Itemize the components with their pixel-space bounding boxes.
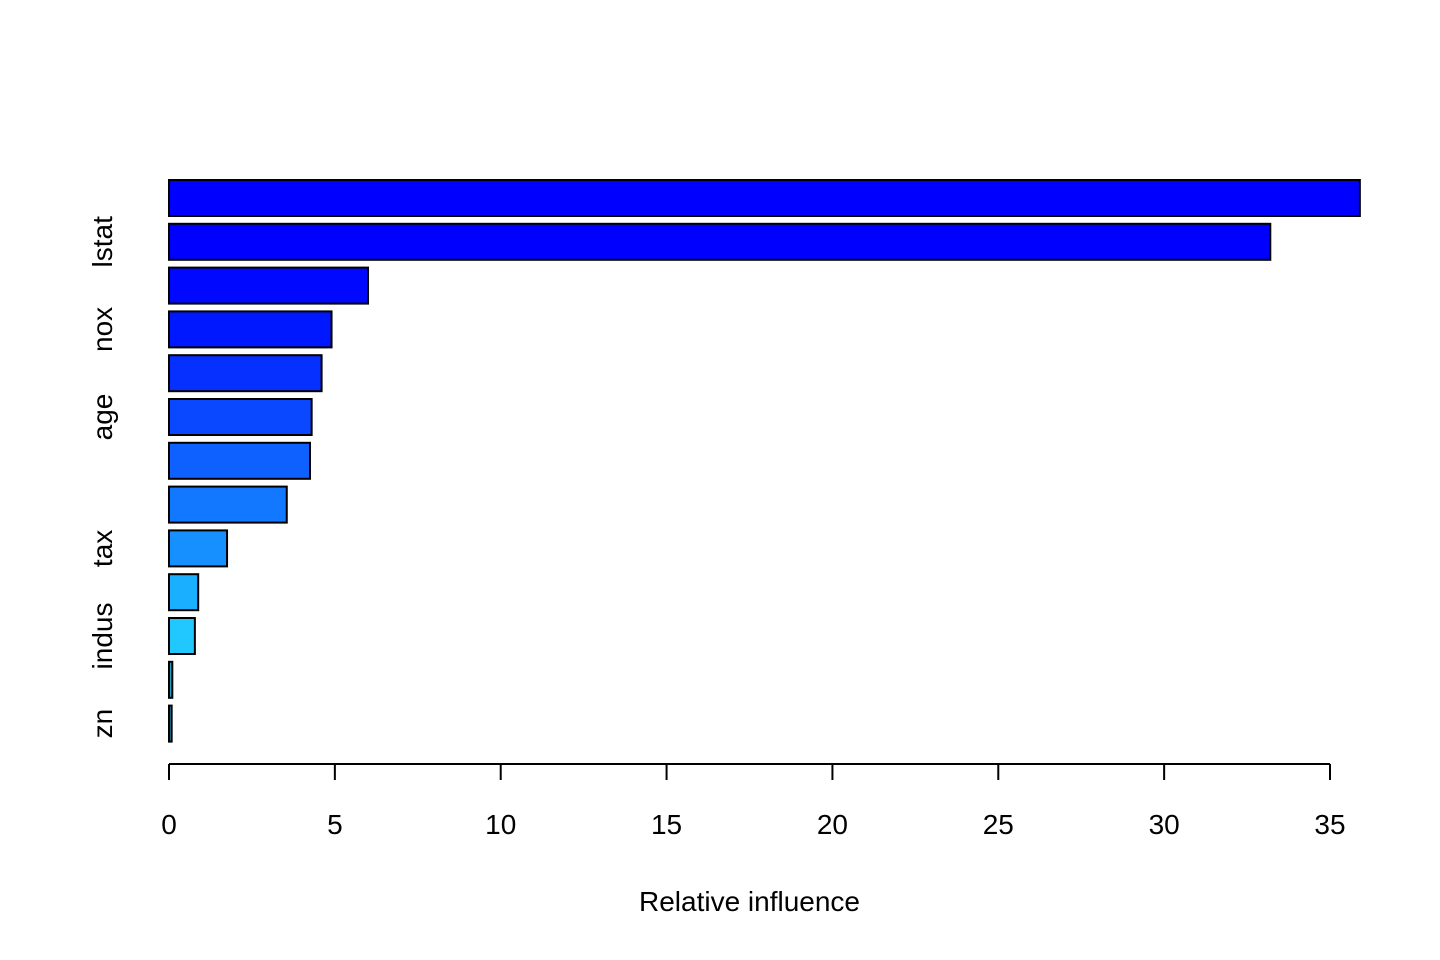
x-ticks-group: 0 5 10 15 20 25 30 35 <box>161 764 1346 840</box>
x-tick-label-5: 5 <box>327 809 343 840</box>
x-tick-label-10: 10 <box>485 809 516 840</box>
x-tick-label-0: 0 <box>161 809 177 840</box>
bar-labels-group: lstat nox age tax indus zn <box>87 216 118 738</box>
x-tick-label-20: 20 <box>817 809 848 840</box>
bar-label-lstat: lstat <box>87 216 118 268</box>
x-axis: 0 5 10 15 20 25 30 35 <box>161 763 1346 840</box>
bar-indus <box>168 617 196 655</box>
bar-age <box>168 398 313 436</box>
bar-label-tax: tax <box>87 530 118 567</box>
bar-unlabeled-0 <box>168 179 1361 217</box>
x-tick-label-15: 15 <box>651 809 682 840</box>
bar-label-nox: nox <box>87 307 118 352</box>
bar-unlabeled-11 <box>168 660 174 699</box>
bar-label-indus: indus <box>87 603 118 670</box>
bar-unlabeled-7 <box>168 485 288 524</box>
bar-label-age: age <box>87 394 118 441</box>
bar-zn <box>168 704 173 743</box>
bar-unlabeled-9 <box>168 573 200 612</box>
bar-unlabeled-2 <box>168 266 370 305</box>
x-tick-label-25: 25 <box>983 809 1014 840</box>
bar-label-zn: zn <box>87 709 118 739</box>
bar-nox <box>168 310 333 349</box>
bar-unlabeled-4 <box>168 354 323 393</box>
bars-group <box>168 179 1361 743</box>
bar-lstat <box>168 222 1272 261</box>
x-axis-title: Relative influence <box>639 886 860 917</box>
x-tick-label-35: 35 <box>1314 809 1345 840</box>
bar-unlabeled-6 <box>168 441 311 480</box>
x-tick-label-30: 30 <box>1149 809 1180 840</box>
bar-tax <box>168 529 229 568</box>
